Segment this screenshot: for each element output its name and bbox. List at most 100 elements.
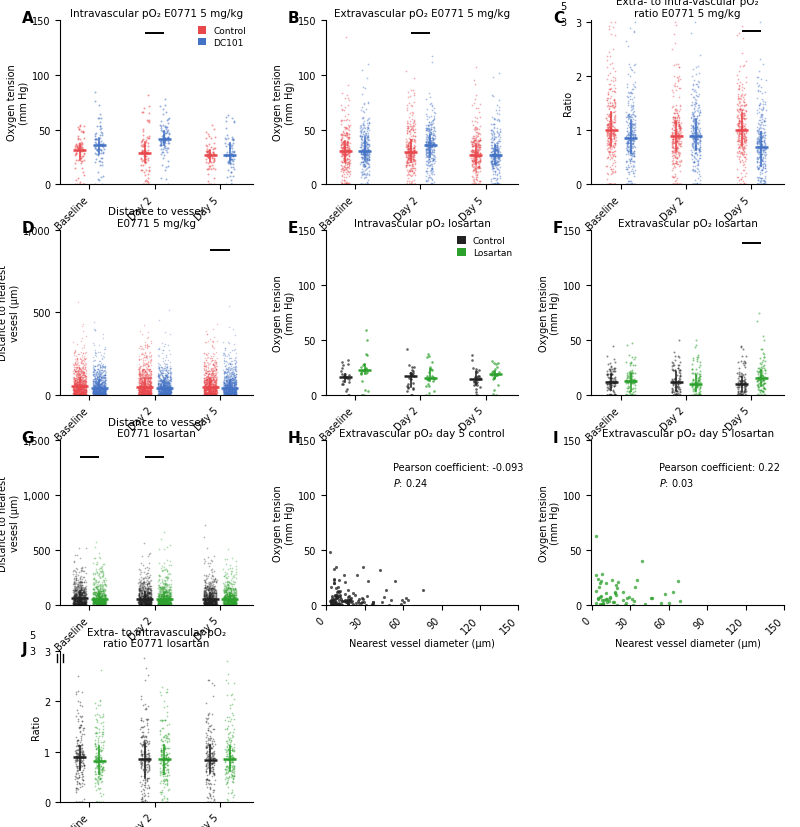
Point <box>94 386 106 399</box>
Point <box>137 386 150 399</box>
Point <box>158 591 171 605</box>
Point <box>492 152 505 165</box>
Point <box>739 71 752 84</box>
Point <box>94 385 107 399</box>
Point <box>602 88 614 101</box>
Point <box>88 593 101 606</box>
Point <box>428 129 441 142</box>
Point <box>158 774 170 787</box>
Point <box>227 386 240 399</box>
Point <box>490 141 503 155</box>
Point <box>487 155 500 169</box>
Point <box>78 590 90 604</box>
Point <box>198 594 211 607</box>
Point <box>69 597 82 610</box>
Point <box>152 593 165 606</box>
Point <box>208 382 221 395</box>
Point <box>627 375 640 388</box>
Point <box>97 592 110 605</box>
Point <box>202 598 214 611</box>
Point <box>671 120 684 133</box>
Point <box>486 145 498 158</box>
Point <box>141 581 154 595</box>
Point <box>95 385 108 399</box>
Point <box>199 383 212 396</box>
Point <box>602 372 615 385</box>
Point <box>134 759 147 772</box>
Point <box>94 772 106 785</box>
Point <box>207 358 220 371</box>
Point <box>95 364 108 377</box>
Point <box>86 359 99 372</box>
Point <box>472 130 485 143</box>
Point <box>138 596 151 609</box>
Point <box>205 375 218 389</box>
Point <box>141 736 154 749</box>
Point <box>751 380 764 394</box>
Point <box>157 370 170 384</box>
Point <box>221 377 234 390</box>
Point <box>361 125 374 138</box>
Point <box>145 587 158 600</box>
Point <box>622 135 635 148</box>
Point <box>405 134 418 147</box>
Point <box>97 385 110 399</box>
Point <box>73 596 86 609</box>
Point <box>71 368 84 381</box>
Point <box>734 174 747 187</box>
Point <box>738 385 750 398</box>
Point <box>470 169 482 182</box>
Point <box>210 381 222 394</box>
Point <box>72 388 85 401</box>
Point <box>158 369 171 382</box>
Point <box>342 136 355 150</box>
Point <box>736 138 749 151</box>
Point <box>77 379 90 392</box>
Point <box>91 387 104 400</box>
Point <box>601 127 614 140</box>
Point <box>142 782 155 795</box>
Point <box>690 389 702 402</box>
Point <box>98 586 110 600</box>
Point <box>338 154 351 167</box>
Point <box>203 752 216 765</box>
Point <box>204 385 217 399</box>
Point <box>91 383 104 396</box>
Point <box>204 777 217 790</box>
Point <box>142 595 155 609</box>
Point <box>627 127 640 140</box>
Point <box>156 375 169 388</box>
Point <box>86 593 99 606</box>
Point <box>358 119 370 132</box>
Point <box>470 171 483 184</box>
Point <box>738 361 751 375</box>
Point <box>402 142 414 155</box>
Point <box>79 590 92 604</box>
Point <box>225 374 238 387</box>
Point <box>671 145 684 158</box>
Point <box>360 129 373 142</box>
Point <box>230 375 242 389</box>
Point <box>474 149 486 162</box>
Point <box>161 563 174 576</box>
Point <box>403 140 416 153</box>
Point <box>133 590 146 603</box>
Point <box>86 384 99 397</box>
Point <box>472 134 485 147</box>
Point <box>206 374 219 387</box>
Point <box>222 730 234 743</box>
Point <box>137 361 150 374</box>
Point <box>142 700 155 713</box>
Point <box>688 378 701 391</box>
Point <box>689 370 702 383</box>
Point <box>225 373 238 386</box>
Point <box>424 136 437 149</box>
Point <box>409 141 422 154</box>
Point <box>135 383 148 396</box>
Point <box>139 366 152 380</box>
Point <box>132 595 145 608</box>
Point <box>609 137 622 151</box>
Point <box>427 136 440 150</box>
Point <box>206 594 219 607</box>
Point <box>404 179 417 192</box>
